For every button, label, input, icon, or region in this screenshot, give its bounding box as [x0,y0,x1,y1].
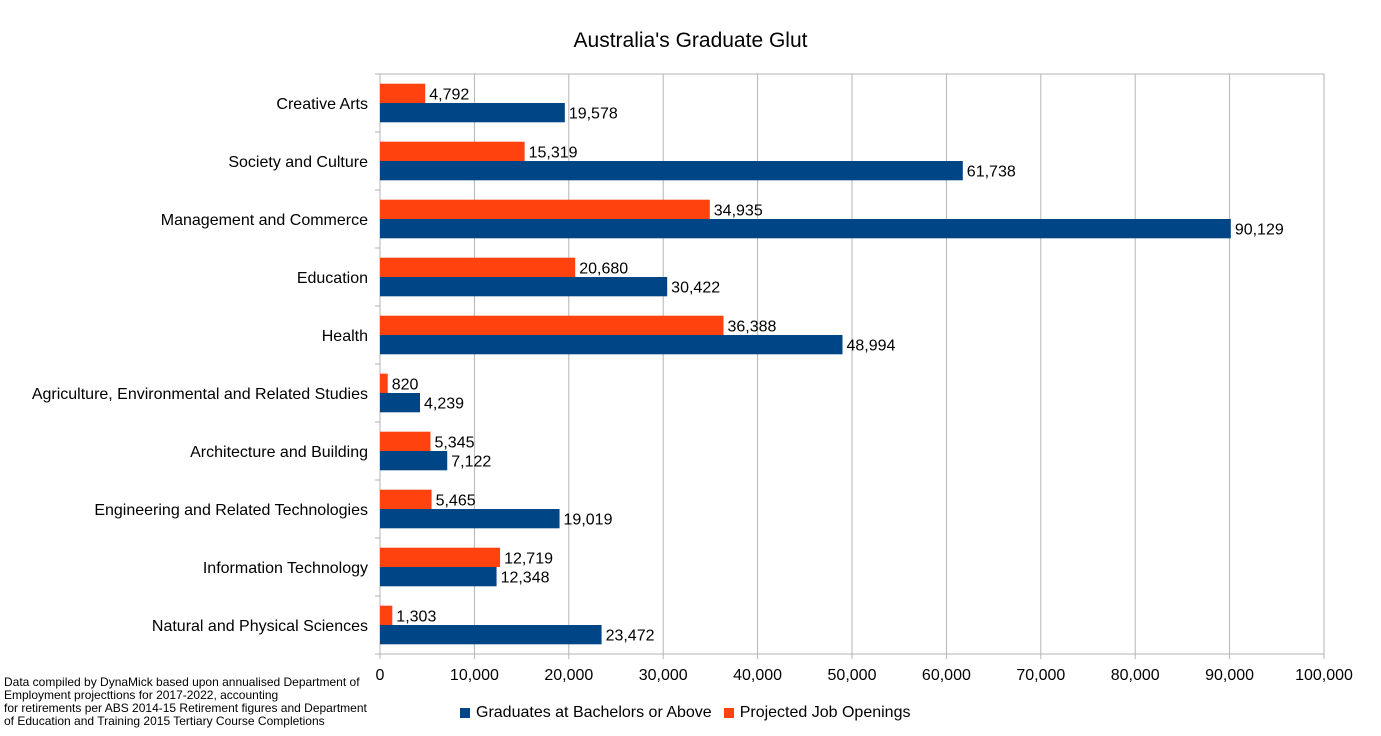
source-note-line: of Education and Training 2015 Tertiary … [4,714,325,728]
bar-openings [380,373,388,393]
category-label: Architecture and Building [190,444,368,461]
bar-openings [380,141,525,161]
data-label: 36,388 [728,318,777,335]
x-tick-label: 80,000 [1111,667,1160,684]
bar-openings [380,199,710,219]
category-label: Health [322,328,368,345]
bar-graduates [380,161,963,181]
bar-openings [380,315,724,335]
data-label: 5,345 [434,434,474,451]
legend-swatch-graduates [460,708,470,718]
bar-openings [380,489,432,509]
x-tick-label: 60,000 [922,667,971,684]
data-label: 820 [392,376,419,393]
bar-openings [380,605,393,625]
bar-graduates [380,277,668,297]
x-tick-label: 10,000 [450,667,499,684]
bar-graduates [380,335,843,355]
category-label: Agriculture, Environmental and Related S… [32,386,368,403]
bar-openings [380,257,576,277]
category-label: Creative Arts [276,96,368,113]
category-label: Management and Commerce [161,212,368,229]
x-tick-label: 50,000 [828,667,877,684]
bar-openings [380,431,431,451]
bar-graduates [380,567,497,587]
bar-graduates [380,509,560,529]
data-label: 7,122 [451,454,491,471]
x-tick-label: 0 [376,667,385,684]
category-label: Natural and Physical Sciences [152,618,368,635]
legend-label-openings: Projected Job Openings [739,704,911,721]
x-tick-label: 20,000 [544,667,593,684]
chart-title: Australia's Graduate Glut [573,29,808,52]
data-label: 34,935 [714,202,763,219]
legend-swatch-openings [723,708,734,718]
source-note-line: for retirements per ABS 2014-15 Retireme… [4,701,367,715]
data-label: 12,348 [501,570,550,587]
x-tick-label: 90,000 [1205,667,1254,684]
data-label: 48,994 [847,338,896,355]
category-label: Information Technology [203,560,368,577]
bar-openings [380,547,501,567]
data-label: 1,303 [396,608,436,625]
bar-graduates [380,393,421,413]
bar-graduates [380,219,1231,239]
source-note-line: Employment projecttions for 2017-2022, a… [4,688,279,702]
bar-graduates [380,451,448,471]
chart-legend: Graduates at Bachelors or Above Projecte… [460,704,922,722]
data-label: 15,319 [529,144,578,161]
data-label: 20,680 [579,260,628,277]
data-label: 30,422 [671,280,720,297]
data-label: 4,792 [429,86,469,103]
legend-item-openings: Projected Job Openings [723,704,911,722]
legend-label-graduates: Graduates at Bachelors or Above [476,704,712,721]
bar-graduates [380,103,565,123]
data-label: 4,239 [424,396,464,413]
category-label: Engineering and Related Technologies [94,502,368,519]
bar-graduates [380,625,602,645]
category-label: Society and Culture [228,154,368,171]
data-label: 5,465 [436,492,476,509]
bar-openings [380,83,426,103]
x-tick-label: 100,000 [1295,667,1353,684]
data-label: 12,719 [504,550,553,567]
legend-item-graduates: Graduates at Bachelors or Above [460,704,712,722]
x-tick-label: 30,000 [639,667,688,684]
data-label: 23,472 [606,628,655,645]
source-note: Data compiled by DynaMick based upon ann… [4,676,376,728]
data-label: 19,019 [564,512,613,529]
source-note-line: Data compiled by DynaMick based upon ann… [4,675,360,689]
data-label: 90,129 [1235,222,1284,239]
data-label: 19,578 [569,106,618,123]
data-label: 61,738 [967,164,1016,181]
x-tick-label: 40,000 [733,667,782,684]
x-tick-label: 70,000 [1016,667,1065,684]
category-label: Education [297,270,368,287]
